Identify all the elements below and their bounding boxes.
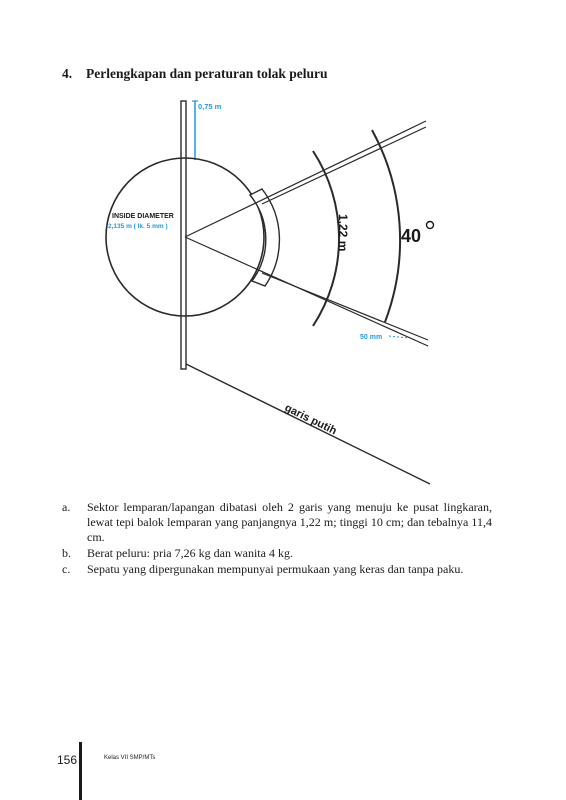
section-title: Perlengkapan dan peraturan tolak peluru	[86, 66, 328, 81]
page-number: 156	[57, 753, 78, 767]
section-number: 4.	[62, 66, 73, 81]
list-text: Sepatu yang dipergunakan mempunyai permu…	[87, 562, 464, 576]
list-item: b. Berat peluru: pria 7,26 kg dan wanita…	[62, 546, 492, 561]
board-length-label: 1,22 m	[336, 214, 350, 251]
white-line	[185, 363, 431, 485]
section-heading: 4. Perlengkapan dan peraturan tolak pelur…	[62, 66, 328, 82]
list-item: a. Sektor lemparan/lapangan dibatasi ole…	[62, 500, 492, 545]
board-height-label: 0,75 m	[198, 102, 222, 111]
angle-label: 40	[401, 226, 421, 246]
sector-line-upper	[184, 120, 427, 238]
rules-list: a. Sektor lemparan/lapangan dibatasi ole…	[62, 500, 492, 578]
inside-diameter-label: INSIDE DIAMETER	[112, 213, 174, 220]
list-text: Berat peluru: pria 7,26 kg dan wanita 4 …	[87, 546, 293, 560]
stop-board	[248, 188, 281, 287]
list-marker: c.	[62, 562, 71, 576]
footer-divider	[79, 742, 82, 800]
list-text: Sektor lemparan/lapangan dibatasi oleh 2…	[87, 500, 492, 544]
angle-arc-inner	[312, 150, 341, 327]
book-title: Kelas VII SMP/MTs	[104, 755, 156, 761]
line-width-label: 50 mm	[360, 334, 382, 341]
sector-line-upper-inner	[261, 126, 427, 205]
degree-symbol	[425, 220, 435, 230]
white-line-label: garis putih	[283, 402, 339, 438]
throwing-circle	[105, 157, 265, 317]
sector-line-lower-inner	[261, 272, 429, 341]
diameter-value-label: 2,135 m ( lk. 5 mm )	[108, 223, 168, 230]
list-marker: b.	[62, 546, 71, 560]
angle-arc-outer	[371, 129, 402, 323]
board-strip	[180, 100, 187, 370]
line-width-leader	[388, 335, 409, 339]
list-item: c. Sepatu yang dipergunakan mempunyai pe…	[62, 562, 492, 577]
list-marker: a.	[62, 500, 71, 514]
